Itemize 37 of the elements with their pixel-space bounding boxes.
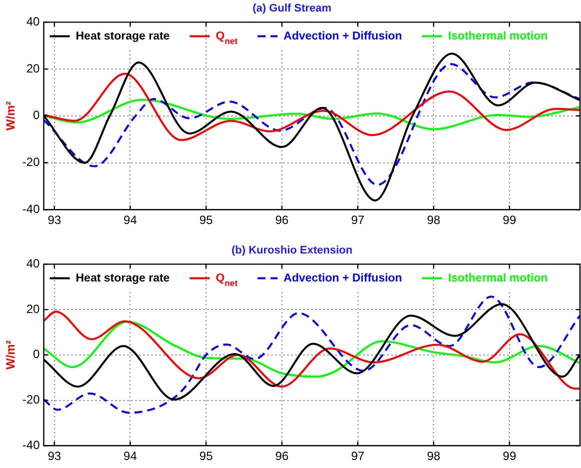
line-series (44, 310, 580, 390)
legend-label: Isothermal motion (448, 272, 548, 284)
y-tick-label: 20 (26, 61, 40, 76)
legend-label: Advection + Diffusion (284, 30, 402, 42)
line-series (44, 296, 580, 414)
y-tick-label: 40 (26, 256, 40, 271)
x-tick-label: 94 (124, 213, 138, 228)
x-tick-label: 95 (199, 213, 214, 228)
x-tick-label: 97 (351, 449, 365, 464)
chart-title: (a) Gulf Stream (252, 2, 332, 15)
x-tick-label: 93 (48, 213, 62, 228)
x-tick-label: 98 (426, 213, 441, 228)
y-tick-label: 0 (33, 108, 40, 122)
legend-label: Heat storage rate (76, 272, 170, 284)
x-tick-label: 98 (426, 449, 441, 464)
y-tick-label: -40 (22, 202, 40, 216)
x-tick-label: 97 (351, 213, 365, 228)
legend-label: Advection + Diffusion (284, 272, 402, 284)
y-tick-label: -20 (22, 392, 40, 407)
x-tick-label: 99 (502, 213, 516, 228)
x-tick-label: 95 (199, 449, 214, 464)
y-axis-title: W/m² (4, 340, 18, 370)
y-tick-label: -40 (22, 438, 40, 452)
y-tick-label: 40 (26, 14, 40, 29)
x-tick-label: 96 (275, 213, 289, 228)
x-tick-label: 94 (124, 449, 138, 464)
chart-title: (b) Kuroshio Extension (232, 244, 353, 257)
y-tick-label: 0 (33, 347, 40, 362)
x-tick-label: 93 (48, 449, 62, 464)
y-axis-title: W/m² (4, 101, 18, 131)
y-tick-label: 20 (26, 302, 40, 316)
line-series (44, 320, 580, 378)
x-tick-label: 96 (275, 449, 289, 464)
legend-label: Isothermal motion (448, 30, 548, 42)
legend-label: Heat storage rate (76, 30, 170, 42)
x-tick-label: 99 (502, 449, 516, 464)
y-tick-label: -20 (22, 155, 40, 170)
